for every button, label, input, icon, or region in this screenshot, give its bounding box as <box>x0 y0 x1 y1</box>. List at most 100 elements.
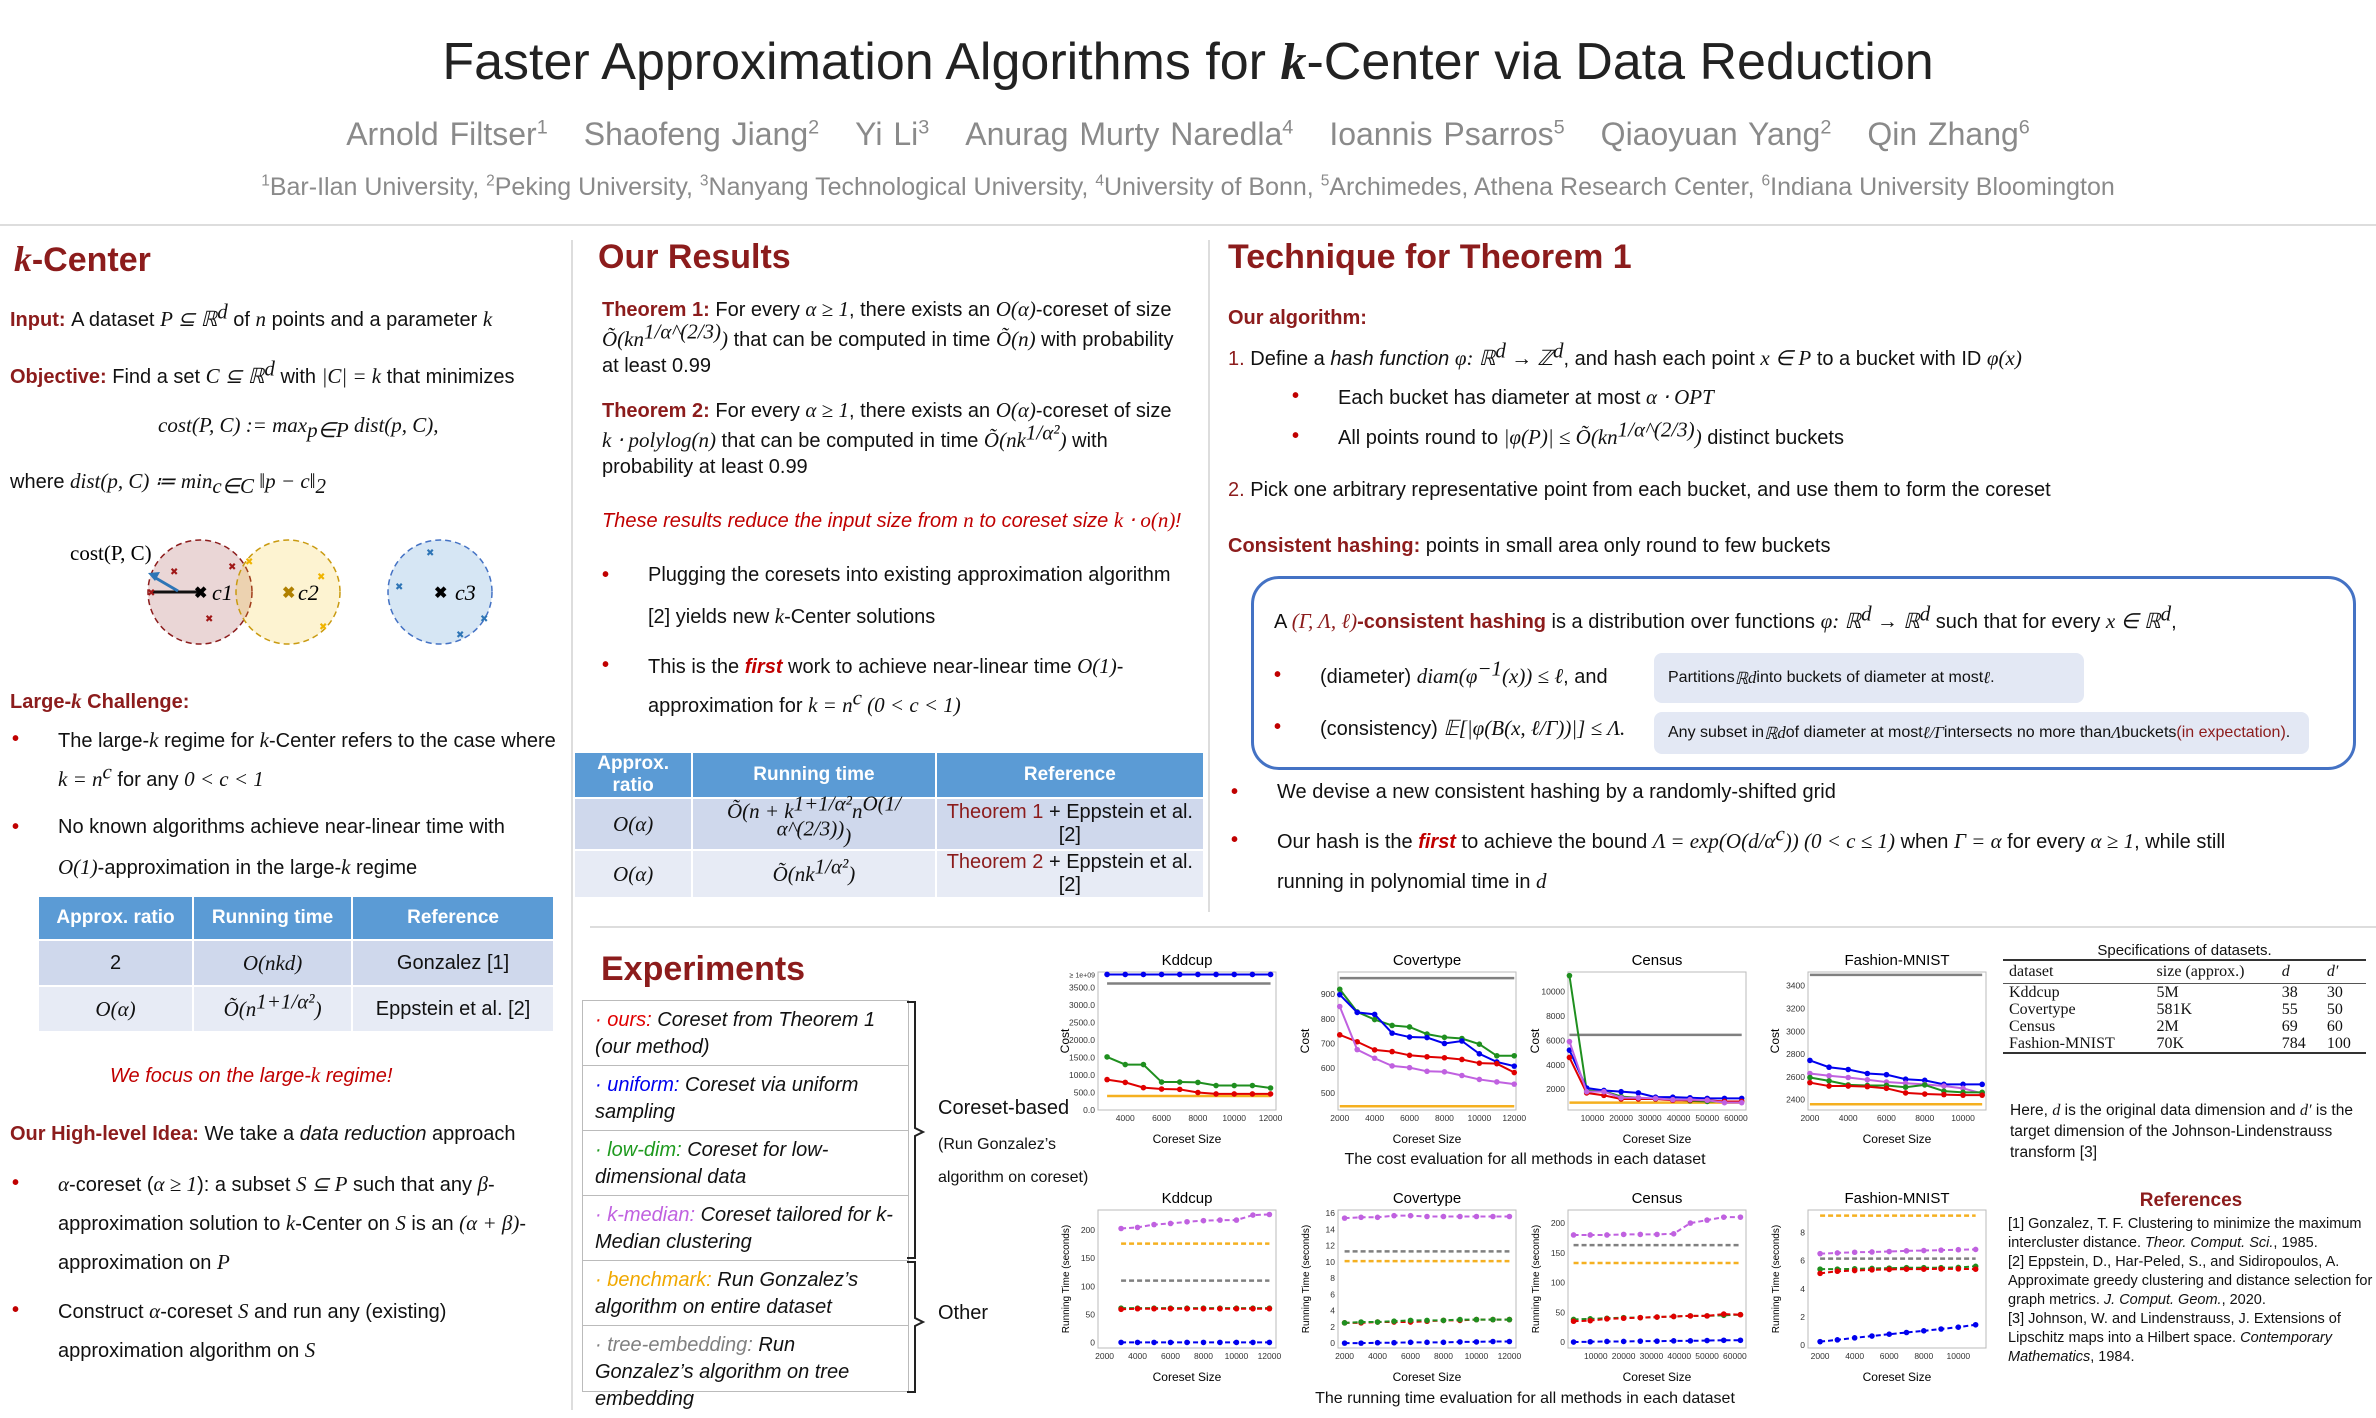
uniform-data-point <box>1817 1338 1823 1345</box>
uniform-series-line <box>1819 1323 1976 1343</box>
low-dim-data-point <box>1231 1082 1238 1089</box>
y-tick-label: 2500.0 <box>1069 1018 1095 1028</box>
x-tick-label: 40000 <box>1667 1113 1691 1123</box>
cost-chart-fashion-mnist: Fashion-MNIST Coreset Size Cost 2000 4000 600… <box>1768 952 1987 1146</box>
uniform-data-point <box>1490 1338 1496 1345</box>
uniform-data-point <box>1570 1339 1577 1345</box>
text-segment: S <box>238 1299 249 1323</box>
dataset-spec: Specifications of datasets. dataset size … <box>2003 942 2366 1054</box>
text-segment: Each bucket has diameter at most <box>1338 387 1646 409</box>
k-median-data-point <box>1637 1231 1644 1238</box>
low-dim-data-point <box>1490 1316 1496 1323</box>
text-segment: Õ(n) <box>995 327 1036 351</box>
ours-data-point <box>1195 1089 1201 1096</box>
k-median-data-point <box>1473 1213 1480 1220</box>
low-dim-data-point <box>1176 1079 1183 1085</box>
text-segment: φ: ℝ <box>1820 609 1862 633</box>
text-segment: where <box>10 471 71 493</box>
text-segment: ) <box>1694 425 1702 449</box>
low-dim-data-point <box>1336 986 1343 993</box>
text-segment: (in expectation) <box>2176 724 2286 741</box>
spec-cell: 5M <box>2156 984 2179 1001</box>
spec-cell: Covertype <box>2009 1001 2076 1018</box>
low-dim-series-line <box>1820 1265 1976 1271</box>
text-segment: that can be computed in time <box>728 329 996 351</box>
cost-chart-kddcup: Kddcup Coreset Size Cost 4000 6000 8000 10000 1… <box>1058 952 1283 1146</box>
uniform-data-point <box>1391 1339 1397 1346</box>
k-median-data-point <box>1407 1212 1414 1219</box>
x-tick-label: 2000 <box>1811 1351 1830 1361</box>
y-tick-label: 2 <box>1330 1322 1335 1332</box>
method-description: Coreset via uniform sampling <box>595 1074 859 1123</box>
uniform-data-point <box>1134 1339 1141 1346</box>
ours-data-point <box>1213 1091 1219 1097</box>
idea-bullet-cont: approximation algorithm on S <box>58 1338 315 1363</box>
text-segment: approximation solution to <box>58 1213 286 1235</box>
k-median-data-point <box>1374 1214 1381 1221</box>
text-segment: such that for every <box>1930 611 2106 633</box>
uniform-data-point <box>1845 1066 1851 1073</box>
k-median-data-point <box>1184 1218 1190 1225</box>
text-segment: k ⋅ o(n) <box>1113 508 1176 532</box>
plot-area <box>1337 1209 1517 1349</box>
k-median-data-point <box>1266 1211 1273 1218</box>
chart-title: Census <box>1632 1190 1683 1207</box>
text-segment: into buckets of diameter at most <box>1756 669 1984 686</box>
objective-text: Objective: Find a set C ⊆ ℝd with |C| = … <box>10 358 515 389</box>
x-tick-label: 20000 <box>1609 1113 1633 1123</box>
uniform-data-point <box>1920 1328 1927 1334</box>
k-median-data-point <box>1972 1246 1979 1253</box>
reference-item: [2] Eppstein, D., Har-Peled, S., and Sid… <box>2008 1253 2373 1310</box>
uniform-data-point <box>1406 1034 1413 1040</box>
y-tick-label: 2800 <box>1786 1049 1805 1059</box>
k-median-data-point <box>1826 1072 1832 1079</box>
ours-data-point <box>1960 1092 1966 1098</box>
x-axis-label: Coreset Size <box>1863 1132 1932 1146</box>
text-segment: -consistent hashing <box>1357 611 1546 633</box>
y-tick-label: 100 <box>1551 1278 1565 1288</box>
text-segment: (x)) ≤ ℓ <box>1502 664 1564 688</box>
consistent-hashing-definition-box: A (Γ, Λ, ℓ)-consistent hashing is a dist… <box>1251 576 2356 770</box>
uniform-data-point <box>1869 1333 1875 1339</box>
ours-data-point <box>1869 1267 1875 1273</box>
k-median-data-point <box>1424 1213 1430 1220</box>
uniform-data-point <box>1176 971 1183 978</box>
x-tick-label: 10000 <box>1222 1113 1246 1123</box>
uniform-data-point <box>1231 971 1238 978</box>
svg-text:✖: ✖ <box>317 572 325 583</box>
uniform-data-point <box>1389 1030 1395 1036</box>
low-dim-data-point <box>1249 1082 1256 1089</box>
k-median-data-point <box>1371 1055 1378 1062</box>
text-segment: Õ(kn <box>602 327 644 351</box>
k-median-data-point <box>1511 1081 1518 1087</box>
low-dim-data-point <box>1213 1082 1219 1089</box>
ours-data-point <box>1604 1316 1610 1322</box>
text-segment: p∈P <box>307 418 349 442</box>
text-segment: 2. <box>1228 479 1251 501</box>
text-segment: 1. <box>1228 348 1251 370</box>
ours-data-point <box>1972 1266 1979 1272</box>
uniform-data-point <box>1864 1070 1871 1077</box>
time-caption: The running time evaluation for all meth… <box>1315 1390 1735 1407</box>
spec-cell: Census <box>2009 1018 2056 1035</box>
ours-data-point <box>1158 1086 1165 1092</box>
text-segment: n <box>851 799 863 823</box>
column-divider <box>571 240 573 1410</box>
uniform-data-point <box>1886 1331 1893 1337</box>
x-tick-label: 10000 <box>1951 1113 1975 1123</box>
cluster-points: ✖ ✖ ✖ ✖ <box>147 562 236 625</box>
y-axis-label: Running Time (seconds) <box>1771 1225 1782 1333</box>
ours-data-point <box>1233 1305 1240 1312</box>
technique-bullet: We devise a new consistent hashing by a … <box>1231 781 1836 804</box>
uniform-data-point <box>1670 1338 1677 1344</box>
ours-data-point <box>1938 1266 1944 1272</box>
spec-cell: 69 <box>2281 1018 2298 1035</box>
x-tick-label: 4000 <box>1128 1351 1147 1361</box>
spec-cell: 55 <box>2281 1001 2298 1018</box>
k-median-data-point <box>1406 1064 1413 1071</box>
text-segment: running in polynomial time in <box>1277 871 1537 893</box>
y-tick-label: 1000.0 <box>1069 1070 1095 1080</box>
references-list: [1] Gonzalez, T. F. Clustering to minimi… <box>2008 1215 2373 1367</box>
ours-data-point <box>1570 1318 1577 1325</box>
